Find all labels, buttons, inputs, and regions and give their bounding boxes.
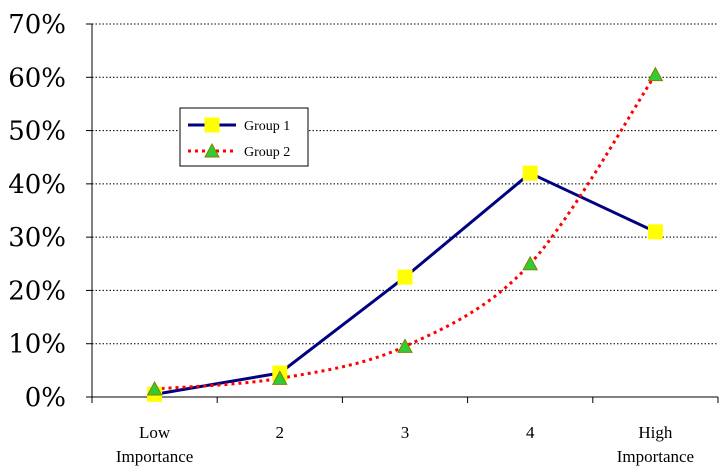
series-2-point (647, 66, 664, 82)
legend (179, 107, 309, 167)
x-tick-label-line: High (638, 423, 673, 442)
x-tick-label: 4 (526, 423, 535, 442)
series-1-point (522, 165, 538, 181)
y-tick-label: 0% (25, 383, 66, 413)
series-2-point (397, 338, 413, 353)
y-tick-label: 30% (8, 223, 66, 253)
x-tick-label-line: 3 (401, 423, 410, 442)
y-tick-label: 60% (8, 63, 66, 93)
y-tick-label: 40% (8, 170, 66, 200)
series-2-point (522, 255, 539, 271)
series-line-2 (154, 73, 657, 391)
x-tick-label: 3 (401, 423, 410, 442)
y-tick-label: 20% (8, 276, 66, 306)
legend-label: Group 2 (244, 145, 290, 160)
series-2-point (271, 370, 288, 385)
x-tick-label: High Importance (617, 423, 694, 466)
x-tick-label-line: Importance (116, 447, 193, 466)
y-tick-label: 70% (8, 10, 66, 40)
legend-marker-1 (204, 117, 220, 133)
legend-marker-2 (204, 142, 220, 158)
x-tick-label-line: 2 (276, 423, 285, 442)
legend-label: Group 1 (244, 119, 290, 134)
y-tick-label: 50% (8, 117, 66, 147)
x-tick-label: Low Importance (116, 423, 193, 466)
x-tick-label: 2 (276, 423, 285, 442)
x-tick-label-line: Importance (617, 447, 694, 466)
x-tick-label-line: Low (139, 423, 171, 442)
series-1-point (647, 224, 663, 240)
x-tick-label-line: 4 (526, 423, 535, 442)
y-tick-label: 10% (8, 330, 66, 360)
series-2-point (146, 380, 163, 396)
series-1-point (397, 269, 413, 285)
